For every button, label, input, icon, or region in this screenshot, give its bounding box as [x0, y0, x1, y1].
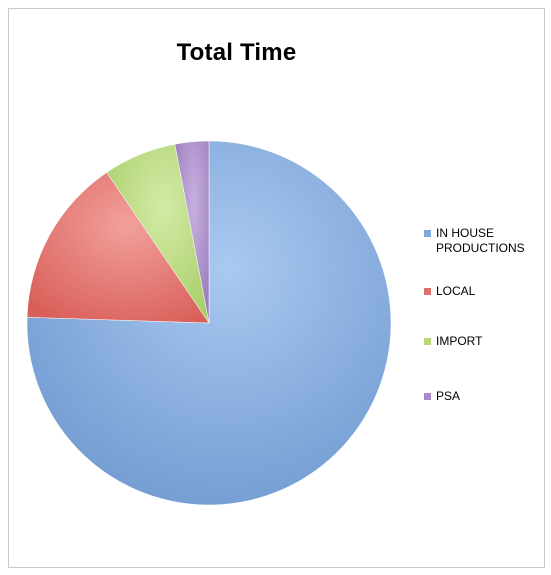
legend-swatch-import [424, 338, 431, 345]
legend-swatch-local [424, 288, 431, 295]
pie-slice-psa [174, 140, 210, 324]
legend-label-in-house-productions: IN HOUSE PRODUCTIONS [436, 226, 525, 255]
legend-swatch-in-house-productions [424, 230, 431, 237]
legend-item-import: IMPORT [424, 334, 536, 349]
legend-swatch-psa [424, 393, 431, 400]
chart-title: Total Time [176, 39, 297, 66]
pie-slices [26, 140, 392, 506]
pie-slice-local [26, 172, 210, 324]
legend-label-import: IMPORT [436, 334, 483, 348]
legend-item-psa: PSA [424, 389, 536, 404]
legend-label-local: LOCAL [436, 284, 476, 298]
legend-label-psa: PSA [436, 389, 461, 403]
legend-item-local: LOCAL [424, 284, 536, 299]
legend-item-in-house-productions: IN HOUSE PRODUCTIONS [424, 226, 536, 256]
